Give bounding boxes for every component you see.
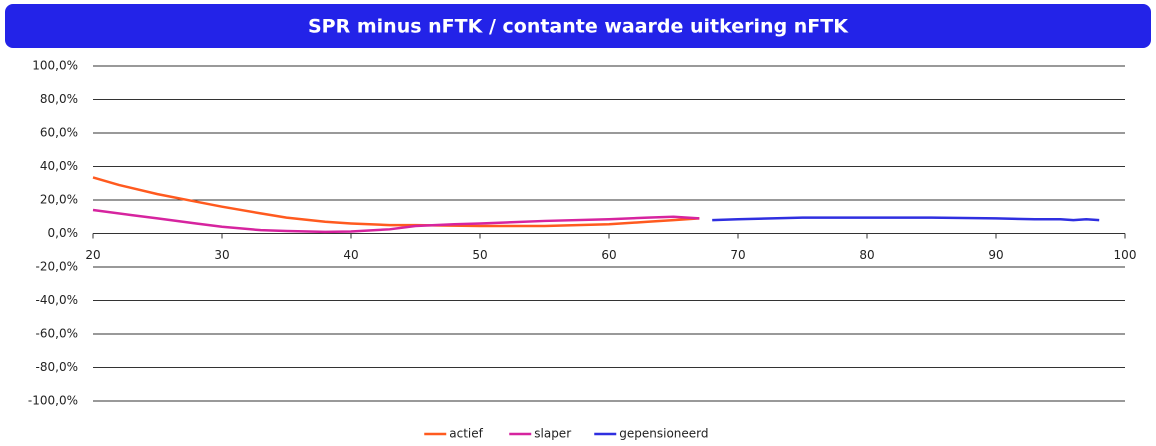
y-tick-label: 40,0% <box>40 159 78 173</box>
line <box>92 176 700 228</box>
y-tick-label: -100,0% <box>28 394 78 408</box>
y-tick-label: -60,0% <box>36 327 78 341</box>
x-tick-label: 40 <box>343 248 358 262</box>
legend-label: actief <box>449 427 483 441</box>
y-tick-label: 0,0% <box>48 226 79 240</box>
y-tick-label: 20,0% <box>40 193 78 207</box>
legend-label: gepensioneerd <box>619 427 708 441</box>
y-tick-label: -80,0% <box>36 360 78 374</box>
y-tick-label: -20,0% <box>36 260 78 274</box>
x-tick-label: 90 <box>988 248 1003 262</box>
title-bar <box>5 4 1151 48</box>
x-tick-label: 80 <box>859 248 874 262</box>
line <box>712 216 1100 222</box>
y-tick-label: -40,0% <box>36 293 78 307</box>
y-tick-label: 80,0% <box>40 92 78 106</box>
x-tick-label: 100 <box>1114 248 1137 262</box>
x-tick-label: 30 <box>214 248 229 262</box>
legend-label: slaper <box>534 427 571 441</box>
chart-title: SPR minus nFTK / contante waarde uitkeri… <box>308 16 849 38</box>
y-tick-label: 100,0% <box>32 59 78 73</box>
x-tick-label: 20 <box>85 248 100 262</box>
x-tick-label: 60 <box>601 248 616 262</box>
y-tick-label: 60,0% <box>40 126 78 140</box>
x-tick-label: 70 <box>730 248 745 262</box>
line <box>92 208 700 234</box>
x-tick-label: 50 <box>472 248 487 262</box>
